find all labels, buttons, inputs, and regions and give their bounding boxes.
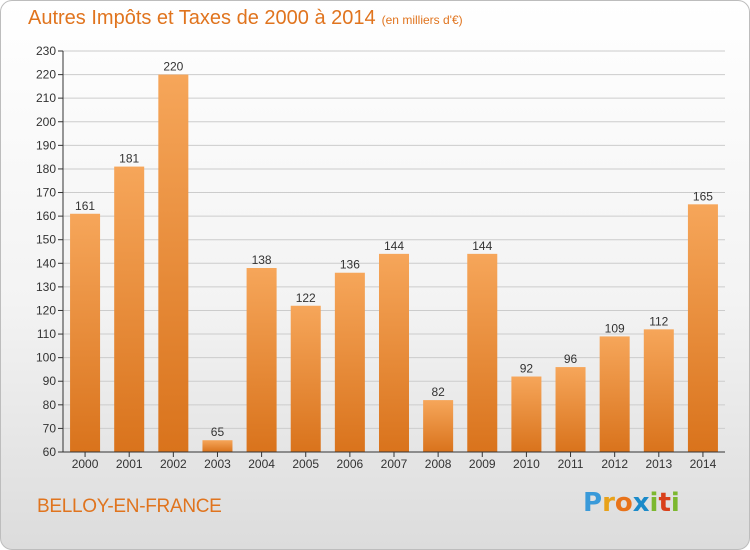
- y-tick-label: 120: [36, 303, 56, 317]
- bar: [423, 400, 454, 452]
- x-tick-label: 2004: [248, 457, 275, 471]
- chart-title-text: Autres Impôts et Taxes de 2000 à 2014: [28, 7, 376, 29]
- y-tick-label: 230: [36, 44, 56, 58]
- y-tick-label: 60: [43, 445, 57, 459]
- bar: [687, 204, 718, 452]
- bar-value-label: 96: [564, 352, 578, 366]
- x-tick-label: 2003: [204, 457, 231, 471]
- y-tick-label: 170: [36, 186, 56, 200]
- bar: [246, 268, 277, 452]
- bar: [158, 74, 189, 453]
- x-tick-label: 2001: [116, 457, 143, 471]
- axes: 60 70 80 90 100 110 120 130 140 150 160 170 180 190 20…: [36, 44, 725, 471]
- city-name: BELLOY-EN-FRANCE: [37, 496, 222, 517]
- y-tick-label: 90: [43, 374, 57, 388]
- x-tick-label: 2002: [160, 457, 187, 471]
- y-tick-label: 210: [36, 91, 56, 105]
- bar-value-label: 144: [384, 239, 404, 253]
- bar: [202, 440, 233, 452]
- y-tick-label: 150: [36, 233, 56, 247]
- y-tick-label: 200: [36, 115, 56, 129]
- bar: [378, 253, 410, 452]
- x-tick-label: 2000: [72, 457, 99, 471]
- logo-letter: P: [583, 488, 603, 518]
- x-tick-label: 2009: [469, 457, 496, 471]
- bar-value-label: 165: [693, 189, 713, 203]
- bar-value-label: 136: [340, 258, 360, 272]
- x-tick-label: 2005: [292, 457, 319, 471]
- y-tick-label: 160: [36, 209, 56, 223]
- x-tick-label: 2008: [425, 457, 452, 471]
- y-tick-label: 110: [37, 327, 56, 341]
- chart-subtitle: (en milliers d'€): [381, 13, 463, 27]
- bar-value-label: 161: [75, 199, 95, 213]
- bar: [643, 329, 674, 452]
- y-tick-label: 220: [36, 68, 56, 82]
- x-tick-label: 2012: [601, 457, 628, 471]
- x-tick-label: 2007: [381, 457, 408, 471]
- bar: [467, 253, 498, 452]
- bar: [555, 367, 586, 452]
- bars: 161 181 220 65 138 122 136 144 82 144 92 96 109 112 16…: [70, 60, 718, 453]
- bar-value-label: 112: [649, 314, 668, 328]
- logo-letter: r: [602, 488, 615, 518]
- y-tick-label: 180: [36, 162, 56, 176]
- bar: [511, 376, 542, 452]
- x-tick-label: 2010: [513, 457, 540, 471]
- bar: [334, 272, 365, 452]
- logo-letter: x: [632, 488, 650, 518]
- logo-letter: i: [649, 488, 659, 518]
- proxiti-logo: Proxiti: [583, 488, 680, 518]
- bar-value-label: 220: [163, 60, 183, 74]
- y-tick-label: 130: [36, 280, 56, 294]
- y-tick-label: 80: [43, 398, 57, 412]
- x-tick-label: 2006: [337, 457, 364, 471]
- bar: [114, 166, 145, 453]
- y-tick-label: 70: [43, 421, 57, 435]
- x-tick-label: 2014: [690, 457, 717, 471]
- bar-value-label: 92: [520, 362, 534, 376]
- bar-value-label: 138: [252, 253, 272, 267]
- logo-letter: o: [614, 488, 633, 518]
- x-tick-label: 2013: [645, 457, 672, 471]
- bar: [290, 305, 321, 452]
- bar-value-label: 144: [472, 239, 492, 253]
- bar: [599, 336, 630, 452]
- y-tick-label: 140: [36, 256, 56, 270]
- y-tick-label: 100: [36, 351, 56, 365]
- y-tick-label: 190: [36, 138, 56, 152]
- bar-value-label: 181: [119, 152, 139, 166]
- logo-letter: i: [670, 488, 680, 518]
- chart-title: Autres Impôts et Taxes de 2000 à 2014 (en…: [28, 7, 463, 30]
- bar-value-label: 65: [211, 425, 225, 439]
- bar-value-label: 82: [431, 385, 445, 399]
- bar: [70, 213, 101, 452]
- logo-letter: t: [658, 488, 671, 518]
- bar-value-label: 122: [296, 291, 316, 305]
- x-tick-label: 2011: [558, 457, 584, 471]
- bar-value-label: 109: [605, 321, 625, 335]
